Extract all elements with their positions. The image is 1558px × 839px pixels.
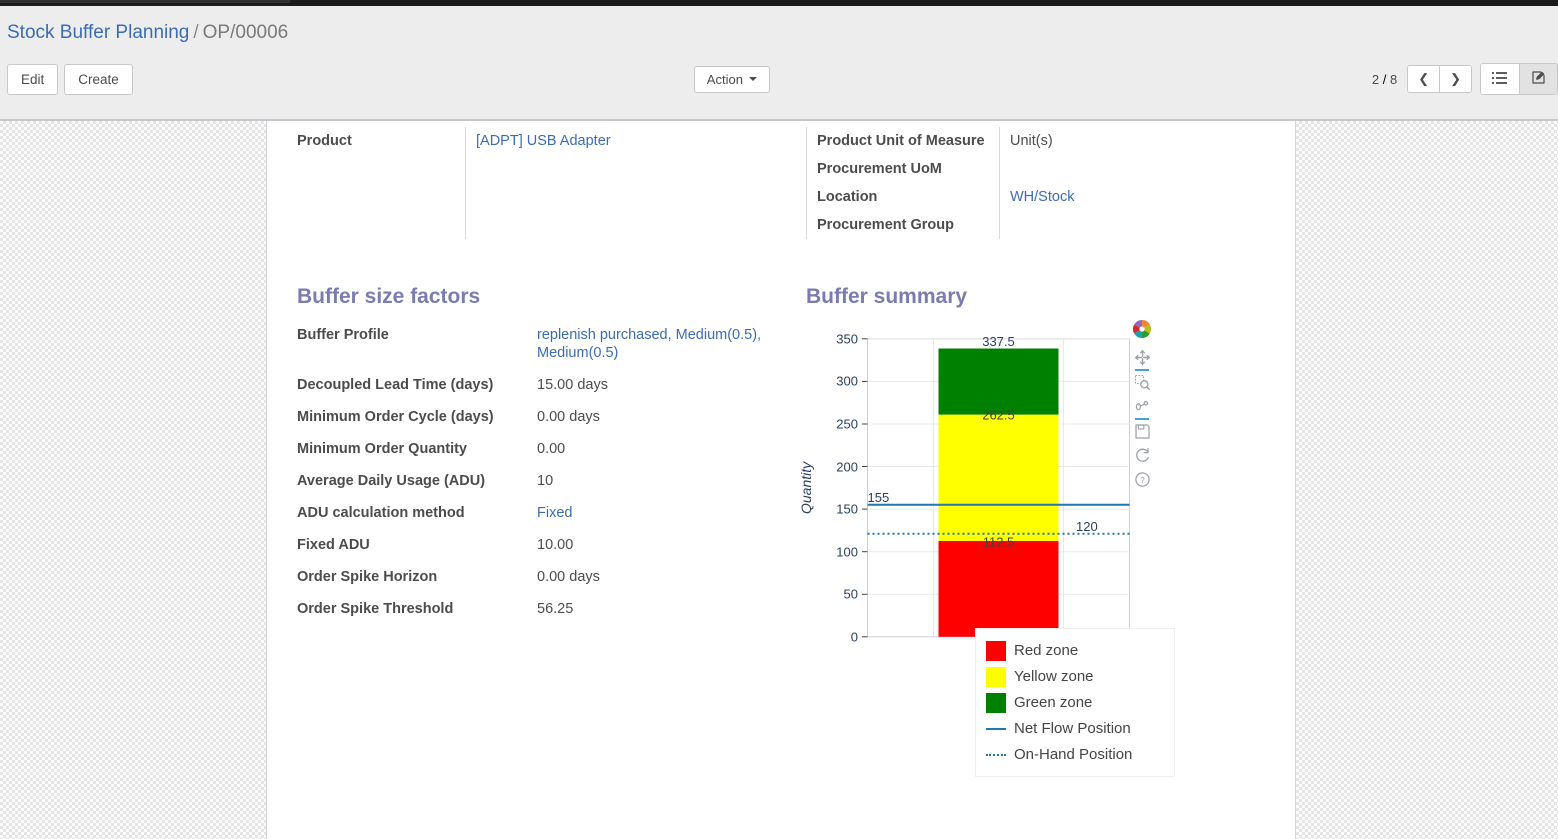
svg-text:?: ? xyxy=(1140,476,1145,485)
